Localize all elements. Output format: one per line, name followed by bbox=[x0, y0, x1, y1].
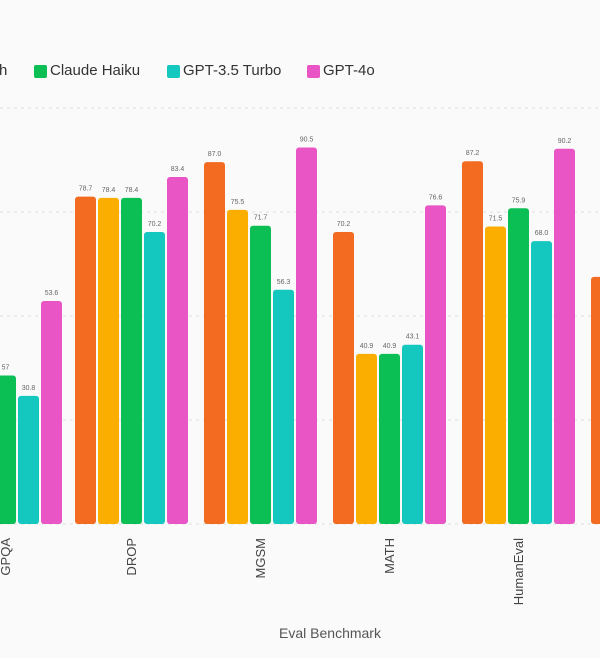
x-tick-label: MATH bbox=[382, 538, 397, 574]
bar-value-label: 57 bbox=[2, 364, 10, 371]
bar-value-label: 56.3 bbox=[277, 279, 291, 286]
legend-label: Claude Haiku bbox=[50, 62, 141, 79]
legend-swatch bbox=[307, 65, 320, 78]
legend-swatch bbox=[34, 65, 47, 78]
legend-label: GPT-4o bbox=[323, 62, 375, 79]
bar-value-label: 70.2 bbox=[148, 221, 162, 228]
x-tick-label: MGSM bbox=[253, 538, 268, 578]
bar-value-label: 75.9 bbox=[512, 197, 526, 204]
bar-value-label: 76.6 bbox=[429, 194, 443, 201]
bar-value-label: 70.2 bbox=[337, 221, 351, 228]
bar-value-label: 40.9 bbox=[383, 343, 397, 350]
bar bbox=[508, 208, 529, 525]
bar bbox=[356, 353, 377, 524]
bar-value-label: 43.1 bbox=[406, 334, 420, 341]
bar bbox=[425, 205, 446, 524]
bar bbox=[204, 162, 225, 524]
bar bbox=[273, 289, 294, 524]
bar bbox=[0, 375, 16, 524]
bar bbox=[462, 161, 483, 525]
bar-value-label: 71.5 bbox=[489, 216, 503, 223]
bar bbox=[531, 241, 552, 524]
bar-value-label: 90.5 bbox=[300, 137, 314, 144]
bar-value-label: 68.0 bbox=[535, 230, 549, 237]
bar-value-label: 87.2 bbox=[466, 150, 480, 157]
bar-value-label: 40.9 bbox=[360, 343, 374, 350]
bar bbox=[333, 231, 354, 524]
bar-value-label: 75.5 bbox=[231, 199, 245, 206]
bar bbox=[591, 276, 600, 524]
bar bbox=[485, 226, 506, 524]
bar bbox=[250, 225, 271, 524]
bar-value-label: 53.6 bbox=[45, 290, 59, 297]
bar-value-label: 90.2 bbox=[558, 138, 572, 145]
bar bbox=[121, 197, 142, 524]
bar bbox=[98, 197, 119, 524]
bar-value-label: 78.7 bbox=[79, 186, 93, 193]
bar-value-label: 30.8 bbox=[22, 385, 36, 392]
bar bbox=[41, 301, 62, 524]
bar-value-label: 87.0 bbox=[208, 151, 222, 158]
bar bbox=[144, 231, 165, 524]
bar bbox=[554, 148, 575, 524]
legend-swatch bbox=[167, 65, 180, 78]
bar bbox=[18, 395, 39, 524]
bar bbox=[227, 209, 248, 525]
x-tick-label: DROP bbox=[124, 538, 139, 576]
x-tick-label: GPQA bbox=[0, 538, 13, 576]
bar bbox=[296, 147, 317, 524]
bar bbox=[379, 353, 400, 524]
bar bbox=[75, 196, 96, 524]
bar bbox=[167, 177, 188, 524]
bar-value-label: 71.7 bbox=[254, 215, 268, 222]
bar-value-label: 78.4 bbox=[102, 187, 116, 194]
legend-label: h bbox=[0, 62, 8, 79]
bar-value-label: 83.4 bbox=[171, 166, 185, 173]
legend-label: GPT-3.5 Turbo bbox=[183, 62, 282, 79]
bar-value-label: 78.4 bbox=[125, 187, 139, 194]
x-tick-label: HumanEval bbox=[511, 538, 526, 605]
x-axis-title: Eval Benchmark bbox=[279, 625, 381, 641]
bar bbox=[402, 344, 423, 524]
